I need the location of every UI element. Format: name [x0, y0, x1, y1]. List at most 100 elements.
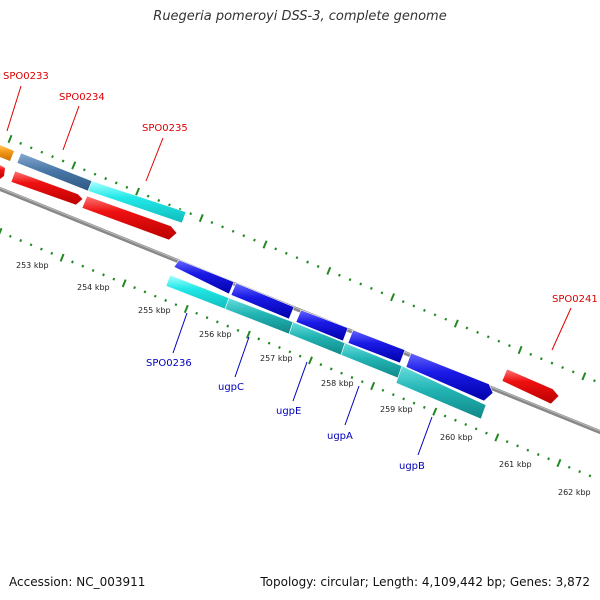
- upper-tick-track: [7, 134, 596, 383]
- gene-label-ugpe: ugpE: [276, 406, 301, 417]
- ruler-tick-mark: [526, 448, 530, 452]
- ruler-tick-mark: [443, 414, 447, 418]
- scale-label: 260 kbp: [440, 433, 473, 442]
- upper-tick-mark: [401, 300, 405, 304]
- ruler-tick-mark: [298, 354, 302, 358]
- gene-label-ugpc: ugpC: [218, 382, 244, 393]
- gene-label-spo0233: SPO0233: [3, 71, 49, 82]
- scale-label: 254 kbp: [77, 283, 110, 292]
- ruler-tick-mark: [391, 393, 395, 397]
- upper-tick-mark: [262, 240, 268, 249]
- leader-spo0233: [6, 85, 22, 132]
- gene-label-ugpa: ugpA: [327, 431, 353, 442]
- gene-spo0235-arrow: [87, 180, 187, 224]
- upper-tick-mark: [157, 199, 161, 202]
- upper-tick-mark: [359, 282, 363, 286]
- ruler-tick-mark: [494, 433, 500, 442]
- upper-tick-mark: [61, 159, 65, 163]
- scale-label: 256 kbp: [199, 330, 232, 339]
- scale-labels: 253 kbp 254 kbp 255 kbp 256 kbp 257 kbp …: [16, 261, 591, 497]
- upper-tick-mark: [82, 168, 86, 172]
- upper-tick-mark: [561, 365, 565, 370]
- gene-blue-4-arrow: [347, 329, 406, 364]
- ruler-tick-mark: [288, 350, 292, 354]
- gene-label-spo0235: SPO0235: [142, 123, 188, 134]
- ruler-tick-mark: [257, 337, 261, 341]
- upper-tick-mark: [274, 247, 278, 251]
- ruler-tick-mark: [556, 458, 562, 468]
- upper-tick-mark: [433, 313, 437, 317]
- lower-scale-ruler: [0, 227, 592, 478]
- ruler-tick-mark: [226, 324, 230, 328]
- ruler-tick-mark: [8, 234, 12, 238]
- leader-ugpe: [292, 361, 308, 402]
- ruler-tick-mark: [567, 465, 571, 469]
- upper-tick-mark: [444, 317, 448, 321]
- gene-label-spo0241: SPO0241: [552, 294, 598, 305]
- ruler-tick-mark: [81, 264, 85, 268]
- upper-tick-mark: [114, 181, 118, 185]
- upper-tick-mark: [146, 194, 150, 198]
- scale-label: 257 kbp: [260, 354, 293, 363]
- gene-blue-3-arrow: [295, 309, 349, 342]
- upper-tick-mark: [581, 372, 587, 381]
- upper-tick-mark: [316, 264, 320, 268]
- genome-backbone-highlight: [0, 187, 600, 432]
- ruler-tick-mark: [319, 363, 323, 367]
- ruler-tick-mark: [464, 423, 468, 426]
- ruler-tick-mark: [59, 253, 65, 262]
- ruler-tick-mark: [308, 356, 313, 365]
- upper-tick-mark: [198, 214, 204, 223]
- ruler-tick-mark: [360, 380, 364, 384]
- ruler-tick-mark: [402, 397, 406, 401]
- scale-label: 255 kbp: [138, 306, 171, 315]
- ruler-tick-mark: [183, 304, 189, 314]
- ruler-tick-mark: [412, 401, 416, 405]
- ruler-tick-mark: [329, 367, 333, 371]
- scale-label: 259 kbp: [380, 405, 413, 414]
- upper-tick-mark: [231, 229, 235, 233]
- gene-spo0241-arrow: [501, 368, 560, 405]
- ruler-tick-mark: [381, 388, 385, 392]
- ruler-tick-mark: [50, 251, 54, 255]
- leader-spo0241: [551, 307, 572, 351]
- upper-tick-mark: [51, 155, 54, 159]
- gene-red-left-stub-arrow: [0, 165, 5, 179]
- gene-label-ugpb: ugpB: [399, 461, 425, 472]
- upper-tick-mark: [348, 278, 352, 282]
- upper-tick-mark: [390, 293, 396, 302]
- upper-tick-mark: [593, 379, 596, 383]
- gene-blue-5-arrow: [405, 352, 494, 402]
- upper-tick-mark: [550, 361, 554, 365]
- upper-tick-mark: [486, 335, 490, 339]
- ruler-tick-mark: [102, 273, 105, 277]
- ruler-tick-mark: [474, 427, 478, 431]
- ruler-tick-mark: [340, 371, 343, 375]
- ruler-tick-mark: [547, 457, 550, 461]
- ruler-tick-mark: [485, 431, 488, 435]
- ruler-tick-mark: [195, 311, 199, 315]
- map-title: Ruegeria pomeroyi DSS-3, complete genome: [153, 9, 447, 24]
- leader-spo0235: [145, 137, 164, 182]
- upper-tick-mark: [326, 266, 332, 275]
- ruler-tick-mark: [432, 407, 438, 416]
- upper-tick-mark: [412, 304, 416, 308]
- scale-label: 262 kbp: [558, 488, 591, 497]
- ruler-tick-mark: [133, 286, 136, 290]
- upper-tick-mark: [189, 212, 193, 216]
- gene-label-spo0236: SPO0236: [146, 358, 192, 369]
- ruler-tick-mark: [164, 298, 168, 302]
- upper-tick-mark: [29, 146, 33, 150]
- ruler-tick-mark: [536, 453, 540, 456]
- gene-red-row2-a-arrow: [10, 170, 84, 206]
- upper-tick-mark: [284, 251, 288, 255]
- ruler-tick-mark: [153, 294, 157, 298]
- ruler-tick-mark: [91, 269, 95, 272]
- ruler-tick-mark: [215, 320, 219, 324]
- ruler-tick-mark: [19, 239, 23, 243]
- topology-text: Topology: circular; Length: 4,109,442 bp…: [260, 575, 590, 589]
- upper-tick-mark: [295, 256, 299, 260]
- leader-ugpa: [344, 385, 360, 426]
- ruler-tick-mark: [245, 330, 251, 339]
- upper-tick-mark: [125, 185, 129, 189]
